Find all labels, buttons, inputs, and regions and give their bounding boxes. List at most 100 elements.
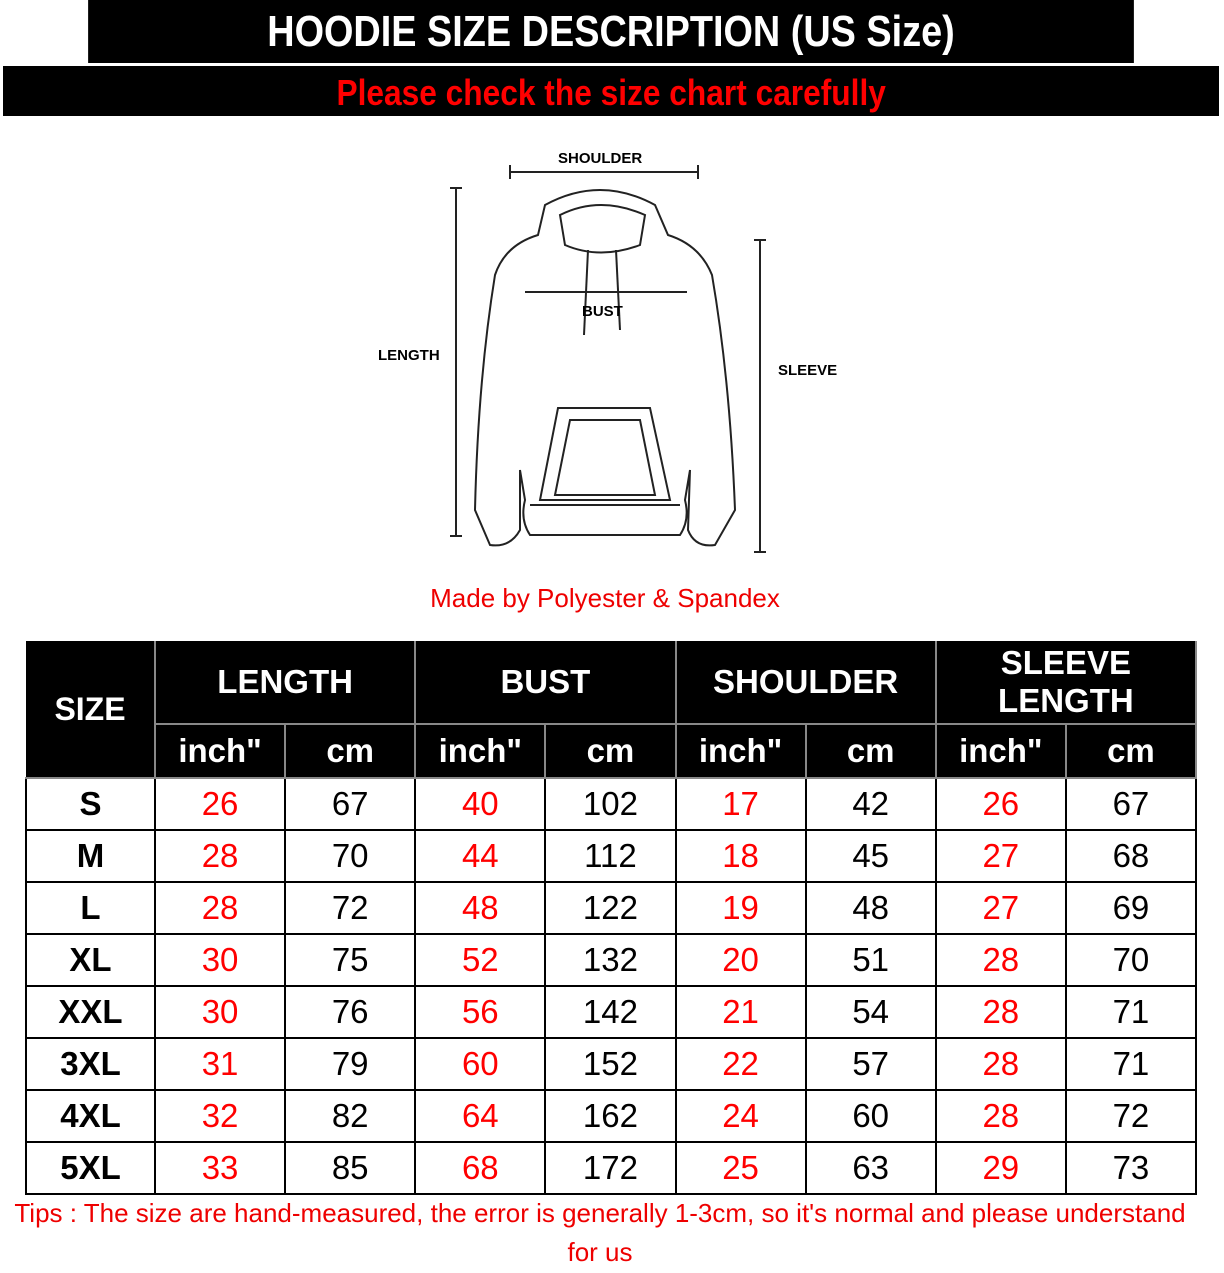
inch-cell: 25 bbox=[674, 1141, 807, 1195]
cm-cell: 71 bbox=[1064, 985, 1198, 1039]
tips-note: Tips : The size are hand-measured, the e… bbox=[14, 1198, 1186, 1267]
inch-cell: 40 bbox=[414, 777, 547, 831]
inch-cell: 19 bbox=[674, 881, 807, 935]
inch-cell: 56 bbox=[414, 985, 547, 1039]
inch-cell: 28 bbox=[934, 985, 1067, 1039]
inch-cell: 18 bbox=[674, 829, 807, 883]
cm-cell: 142 bbox=[544, 985, 677, 1039]
inch-cell: 28 bbox=[153, 829, 287, 883]
table-row: 5XL 33 85 68 172 25 63 29 73 bbox=[25, 1141, 1198, 1195]
size-table: SIZE LENGTH BUST SHOULDER SLEEVE LENGTH … bbox=[25, 641, 1198, 1195]
shoulder-label: SHOULDER bbox=[558, 150, 643, 167]
cm-cell: 79 bbox=[284, 1037, 417, 1091]
cm-cell: 45 bbox=[804, 829, 937, 883]
inch-cell: 27 bbox=[934, 881, 1067, 935]
group-header-length: LENGTH bbox=[153, 641, 417, 725]
inch-cell: 30 bbox=[153, 985, 287, 1039]
cm-cell: 48 bbox=[804, 881, 937, 935]
group-header-bust: BUST bbox=[414, 641, 677, 725]
cm-cell: 76 bbox=[284, 985, 417, 1039]
inch-cell: 44 bbox=[414, 829, 547, 883]
inch-cell: 28 bbox=[934, 1037, 1067, 1091]
table-row: XL 30 75 52 132 20 51 28 70 bbox=[25, 933, 1198, 987]
inch-cell: 26 bbox=[934, 777, 1067, 831]
cm-cell: 122 bbox=[544, 881, 677, 935]
sleeve-label: SLEEVE bbox=[778, 362, 838, 379]
cm-cell: 69 bbox=[1064, 881, 1198, 935]
cm-cell: 70 bbox=[284, 829, 417, 883]
inch-cell: 27 bbox=[934, 829, 1067, 883]
cm-cell: 162 bbox=[544, 1089, 677, 1143]
inch-cell: 28 bbox=[934, 1089, 1067, 1143]
size-cell: 4XL bbox=[25, 1089, 156, 1143]
unit-header-cm: cm bbox=[284, 724, 417, 779]
cm-cell: 60 bbox=[804, 1089, 937, 1143]
cm-cell: 72 bbox=[1064, 1089, 1198, 1143]
cm-cell: 172 bbox=[544, 1141, 677, 1195]
unit-header-cm: cm bbox=[1064, 724, 1198, 779]
inch-cell: 64 bbox=[414, 1089, 547, 1143]
table-row: M 28 70 44 112 18 45 27 68 bbox=[25, 829, 1198, 883]
size-cell: S bbox=[25, 777, 156, 831]
size-cell: M bbox=[25, 829, 156, 883]
inch-cell: 29 bbox=[934, 1141, 1067, 1195]
cm-cell: 73 bbox=[1064, 1141, 1198, 1195]
inch-cell: 31 bbox=[153, 1037, 287, 1091]
cm-cell: 67 bbox=[284, 777, 417, 831]
cm-cell: 85 bbox=[284, 1141, 417, 1195]
inch-cell: 60 bbox=[414, 1037, 547, 1091]
unit-header-inch: inch" bbox=[674, 724, 807, 779]
inch-cell: 24 bbox=[674, 1089, 807, 1143]
inch-cell: 30 bbox=[153, 933, 287, 987]
inch-cell: 32 bbox=[153, 1089, 287, 1143]
subtitle-banner: Please check the size chart carefully bbox=[3, 66, 1219, 116]
size-header: SIZE bbox=[26, 641, 156, 779]
cm-cell: 152 bbox=[544, 1037, 677, 1091]
cm-cell: 72 bbox=[284, 881, 417, 935]
inch-cell: 28 bbox=[153, 881, 287, 935]
cm-cell: 42 bbox=[804, 777, 937, 831]
unit-header-cm: cm bbox=[804, 724, 937, 779]
table-row: S 26 67 40 102 17 42 26 67 bbox=[25, 777, 1198, 831]
group-header-sleeve-length: SLEEVE LENGTH bbox=[934, 641, 1198, 725]
inch-cell: 28 bbox=[934, 933, 1067, 987]
material-note: Made by Polyester & Spandex bbox=[430, 583, 780, 613]
hoodie-illustration bbox=[450, 165, 766, 553]
table-row: 3XL 31 79 60 152 22 57 28 71 bbox=[25, 1037, 1198, 1091]
cm-cell: 75 bbox=[284, 933, 417, 987]
group-header-shoulder: SHOULDER bbox=[674, 641, 937, 725]
table-row: 4XL 32 82 64 162 24 60 28 72 bbox=[25, 1089, 1198, 1143]
cm-cell: 70 bbox=[1064, 933, 1198, 987]
cm-cell: 112 bbox=[544, 829, 677, 883]
page-title: HOODIE SIZE DESCRIPTION (US Size) bbox=[88, 0, 1134, 63]
cm-cell: 57 bbox=[804, 1037, 937, 1091]
cm-cell: 71 bbox=[1064, 1037, 1198, 1091]
inch-cell: 20 bbox=[674, 933, 807, 987]
unit-header-cm: cm bbox=[544, 724, 677, 779]
subtitle: Please check the size chart carefully bbox=[336, 72, 886, 113]
inch-cell: 26 bbox=[153, 777, 287, 831]
bust-label: BUST bbox=[582, 303, 623, 320]
unit-header-inch: inch" bbox=[414, 724, 547, 779]
cm-cell: 102 bbox=[544, 777, 677, 831]
length-label: LENGTH bbox=[378, 347, 440, 364]
cm-cell: 132 bbox=[544, 933, 677, 987]
cm-cell: 82 bbox=[284, 1089, 417, 1143]
size-cell: 5XL bbox=[25, 1141, 156, 1195]
inch-cell: 52 bbox=[414, 933, 547, 987]
size-cell: XXL bbox=[25, 985, 156, 1039]
inch-cell: 33 bbox=[153, 1141, 287, 1195]
size-cell: L bbox=[25, 881, 156, 935]
unit-header-inch: inch" bbox=[934, 724, 1067, 779]
size-cell: XL bbox=[25, 933, 156, 987]
table-row: XXL 30 76 56 142 21 54 28 71 bbox=[25, 985, 1198, 1039]
cm-cell: 54 bbox=[804, 985, 937, 1039]
cm-cell: 51 bbox=[804, 933, 937, 987]
cm-cell: 68 bbox=[1064, 829, 1198, 883]
size-cell: 3XL bbox=[25, 1037, 156, 1091]
table-row: L 28 72 48 122 19 48 27 69 bbox=[25, 881, 1198, 935]
unit-header-inch: inch" bbox=[153, 724, 287, 779]
inch-cell: 21 bbox=[674, 985, 807, 1039]
inch-cell: 48 bbox=[414, 881, 547, 935]
cm-cell: 63 bbox=[804, 1141, 937, 1195]
